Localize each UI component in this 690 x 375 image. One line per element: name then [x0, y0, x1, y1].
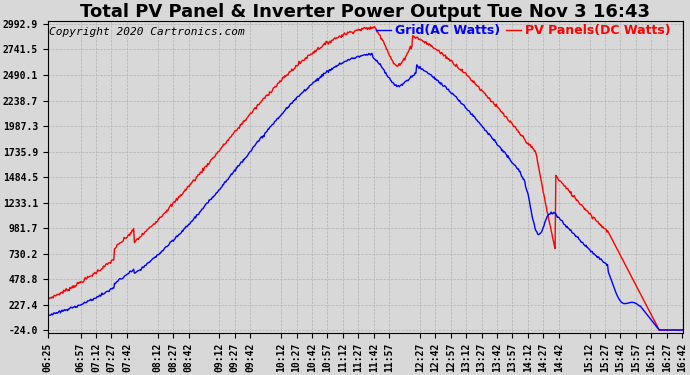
PV Panels(DC Watts) — [83, 277, 91, 281]
Grid(AC Watts) — [679, 328, 687, 332]
PV Panels(DC Watts) — [526, 142, 535, 147]
Text: Copyright 2020 Cartronics.com: Copyright 2020 Cartronics.com — [49, 27, 245, 37]
PV Panels(DC Watts) — [679, 328, 687, 332]
PV Panels(DC Watts) — [591, 218, 600, 222]
PV Panels(DC Watts) — [371, 24, 379, 29]
PV Panels(DC Watts) — [43, 296, 52, 300]
Grid(AC Watts) — [656, 328, 664, 332]
Grid(AC Watts) — [413, 63, 422, 68]
Line: PV Panels(DC Watts): PV Panels(DC Watts) — [48, 27, 683, 330]
Line: Grid(AC Watts): Grid(AC Watts) — [48, 53, 683, 330]
Legend: Grid(AC Watts), PV Panels(DC Watts): Grid(AC Watts), PV Panels(DC Watts) — [376, 24, 671, 37]
Grid(AC Watts) — [367, 51, 375, 56]
Grid(AC Watts) — [591, 254, 600, 258]
PV Panels(DC Watts) — [656, 328, 664, 332]
Grid(AC Watts) — [526, 205, 535, 209]
PV Panels(DC Watts) — [430, 46, 438, 51]
Grid(AC Watts) — [83, 300, 91, 304]
PV Panels(DC Watts) — [449, 61, 457, 66]
Grid(AC Watts) — [43, 313, 52, 318]
Grid(AC Watts) — [449, 92, 457, 97]
Grid(AC Watts) — [430, 75, 438, 79]
PV Panels(DC Watts) — [413, 35, 422, 39]
Title: Total PV Panel & Inverter Power Output Tue Nov 3 16:43: Total PV Panel & Inverter Power Output T… — [81, 3, 651, 21]
